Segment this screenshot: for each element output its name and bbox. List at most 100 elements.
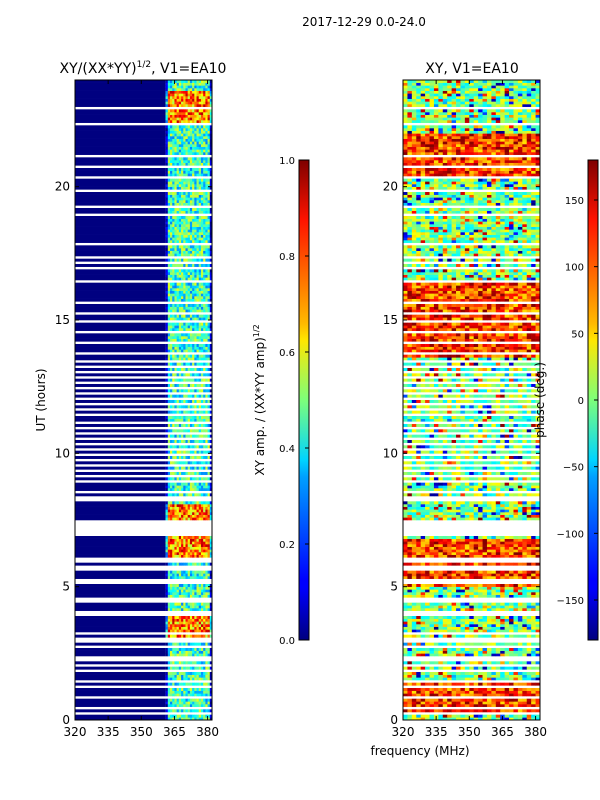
right-heat-cell (495, 648, 501, 651)
left-heat-cell (194, 536, 197, 539)
left-heat-cell (192, 552, 195, 555)
left-heat-cell (196, 181, 200, 185)
left-heat-cell (209, 584, 212, 587)
left-heat-cell (196, 93, 200, 97)
left-heat-row-bg (75, 314, 166, 318)
left-heat-cell (209, 128, 212, 131)
left-heat-cell (200, 629, 204, 633)
left-heat-cell (165, 130, 169, 134)
left-heat-cell (189, 221, 193, 225)
left-heat-cell (181, 368, 184, 371)
left-heat-cell (194, 248, 197, 251)
right-heat-cell (429, 592, 435, 595)
left-heat-cell (205, 573, 208, 577)
left-heat-cell (200, 362, 204, 366)
left-heat-cell (203, 218, 206, 222)
right-heat-cell (509, 682, 514, 686)
left-heat-cell (192, 250, 195, 254)
right-heat-cell (469, 698, 475, 702)
left-heat-cell (187, 605, 191, 609)
left-heat-cell (185, 90, 188, 94)
left-heat-cell (192, 138, 195, 142)
left-heat-row-bg (75, 482, 166, 486)
right-heat-cell (478, 549, 483, 553)
right-heat-cell (447, 634, 452, 638)
left-heat-cell (174, 517, 177, 521)
left-heat-cell (194, 82, 197, 86)
left-heat-cell (183, 325, 186, 329)
left-heat-cell (172, 514, 175, 518)
left-heat-cell (170, 338, 173, 342)
y-tick-label: 10 (55, 446, 70, 460)
left-heat-cell (198, 682, 202, 686)
left-heat-cell (198, 552, 202, 555)
left-heat-cell (183, 258, 186, 262)
left-heat-cell (167, 221, 171, 225)
left-heat-cell (189, 362, 193, 366)
left-heat-cell (203, 162, 206, 166)
right-heat-cell (526, 594, 532, 598)
right-heat-cell (513, 714, 519, 718)
left-heat-cell (185, 605, 188, 609)
left-heat-cell (170, 562, 173, 566)
left-heat-cell (181, 168, 184, 171)
left-heat-cell (170, 290, 173, 294)
left-heat-cell (183, 514, 186, 518)
left-heat-cell (203, 661, 206, 665)
right-heat-cell (438, 594, 444, 598)
left-heat-cell (185, 546, 188, 550)
left-heat-cell (165, 170, 169, 174)
left-heat-cell (170, 682, 173, 686)
left-heat-cell (170, 200, 173, 203)
left-heat-cell (194, 314, 197, 318)
left-heat-cell (176, 90, 180, 94)
right-heat-cell (478, 562, 483, 566)
left-heat-cell (174, 653, 177, 657)
right-heat-cell (517, 701, 523, 705)
right-heat-cell (464, 688, 470, 691)
left-heat-cell (200, 168, 204, 171)
left-heat-cell (200, 389, 204, 393)
left-heat-cell (205, 152, 208, 155)
left-heat-cell (207, 429, 211, 433)
right-heat-cell (517, 666, 523, 670)
right-heat-cell (451, 661, 457, 665)
left-heat-cell (189, 418, 193, 422)
left-heat-cell (183, 434, 186, 438)
left-heat-cell (185, 282, 188, 286)
left-heat-cell (181, 562, 184, 566)
left-heat-cell (192, 389, 195, 393)
left-heat-cell (200, 586, 204, 590)
left-heat-cell (192, 626, 195, 630)
right-heat-cell (456, 648, 461, 651)
left-heat-cell (198, 485, 202, 489)
right-heat-cell (526, 573, 532, 577)
right-heat-cell (403, 629, 408, 633)
left-heat-row-bg (75, 621, 166, 625)
left-heat-cell (183, 570, 186, 574)
left-heat-cell (189, 186, 193, 190)
left-heat-cell (176, 570, 180, 574)
right-heat-cell (407, 661, 413, 665)
left-heat-cell (176, 288, 180, 291)
left-heat-cell (183, 482, 186, 486)
right-heat-cell (403, 717, 408, 720)
right-heat-cell (411, 698, 417, 702)
right-heat-cell (486, 616, 492, 619)
left-heat-cell (172, 192, 175, 195)
left-heat-cell (165, 240, 169, 243)
right-heat-cell (513, 624, 519, 627)
right-heat-cell (407, 701, 413, 705)
right-heat-cell (464, 552, 470, 555)
left-heat-cell (207, 138, 211, 142)
right-heat-cell (416, 576, 421, 579)
left-heat-cell (200, 272, 204, 275)
right-heat-cell (442, 714, 448, 718)
left-heat-cell (187, 576, 191, 579)
left-heat-cell (196, 394, 200, 398)
left-heat-cell (181, 138, 184, 142)
left-heat-cell (183, 701, 186, 705)
left-heat-cell (205, 160, 208, 163)
left-heat-cell (203, 378, 206, 382)
left-heat-cell (176, 424, 180, 427)
